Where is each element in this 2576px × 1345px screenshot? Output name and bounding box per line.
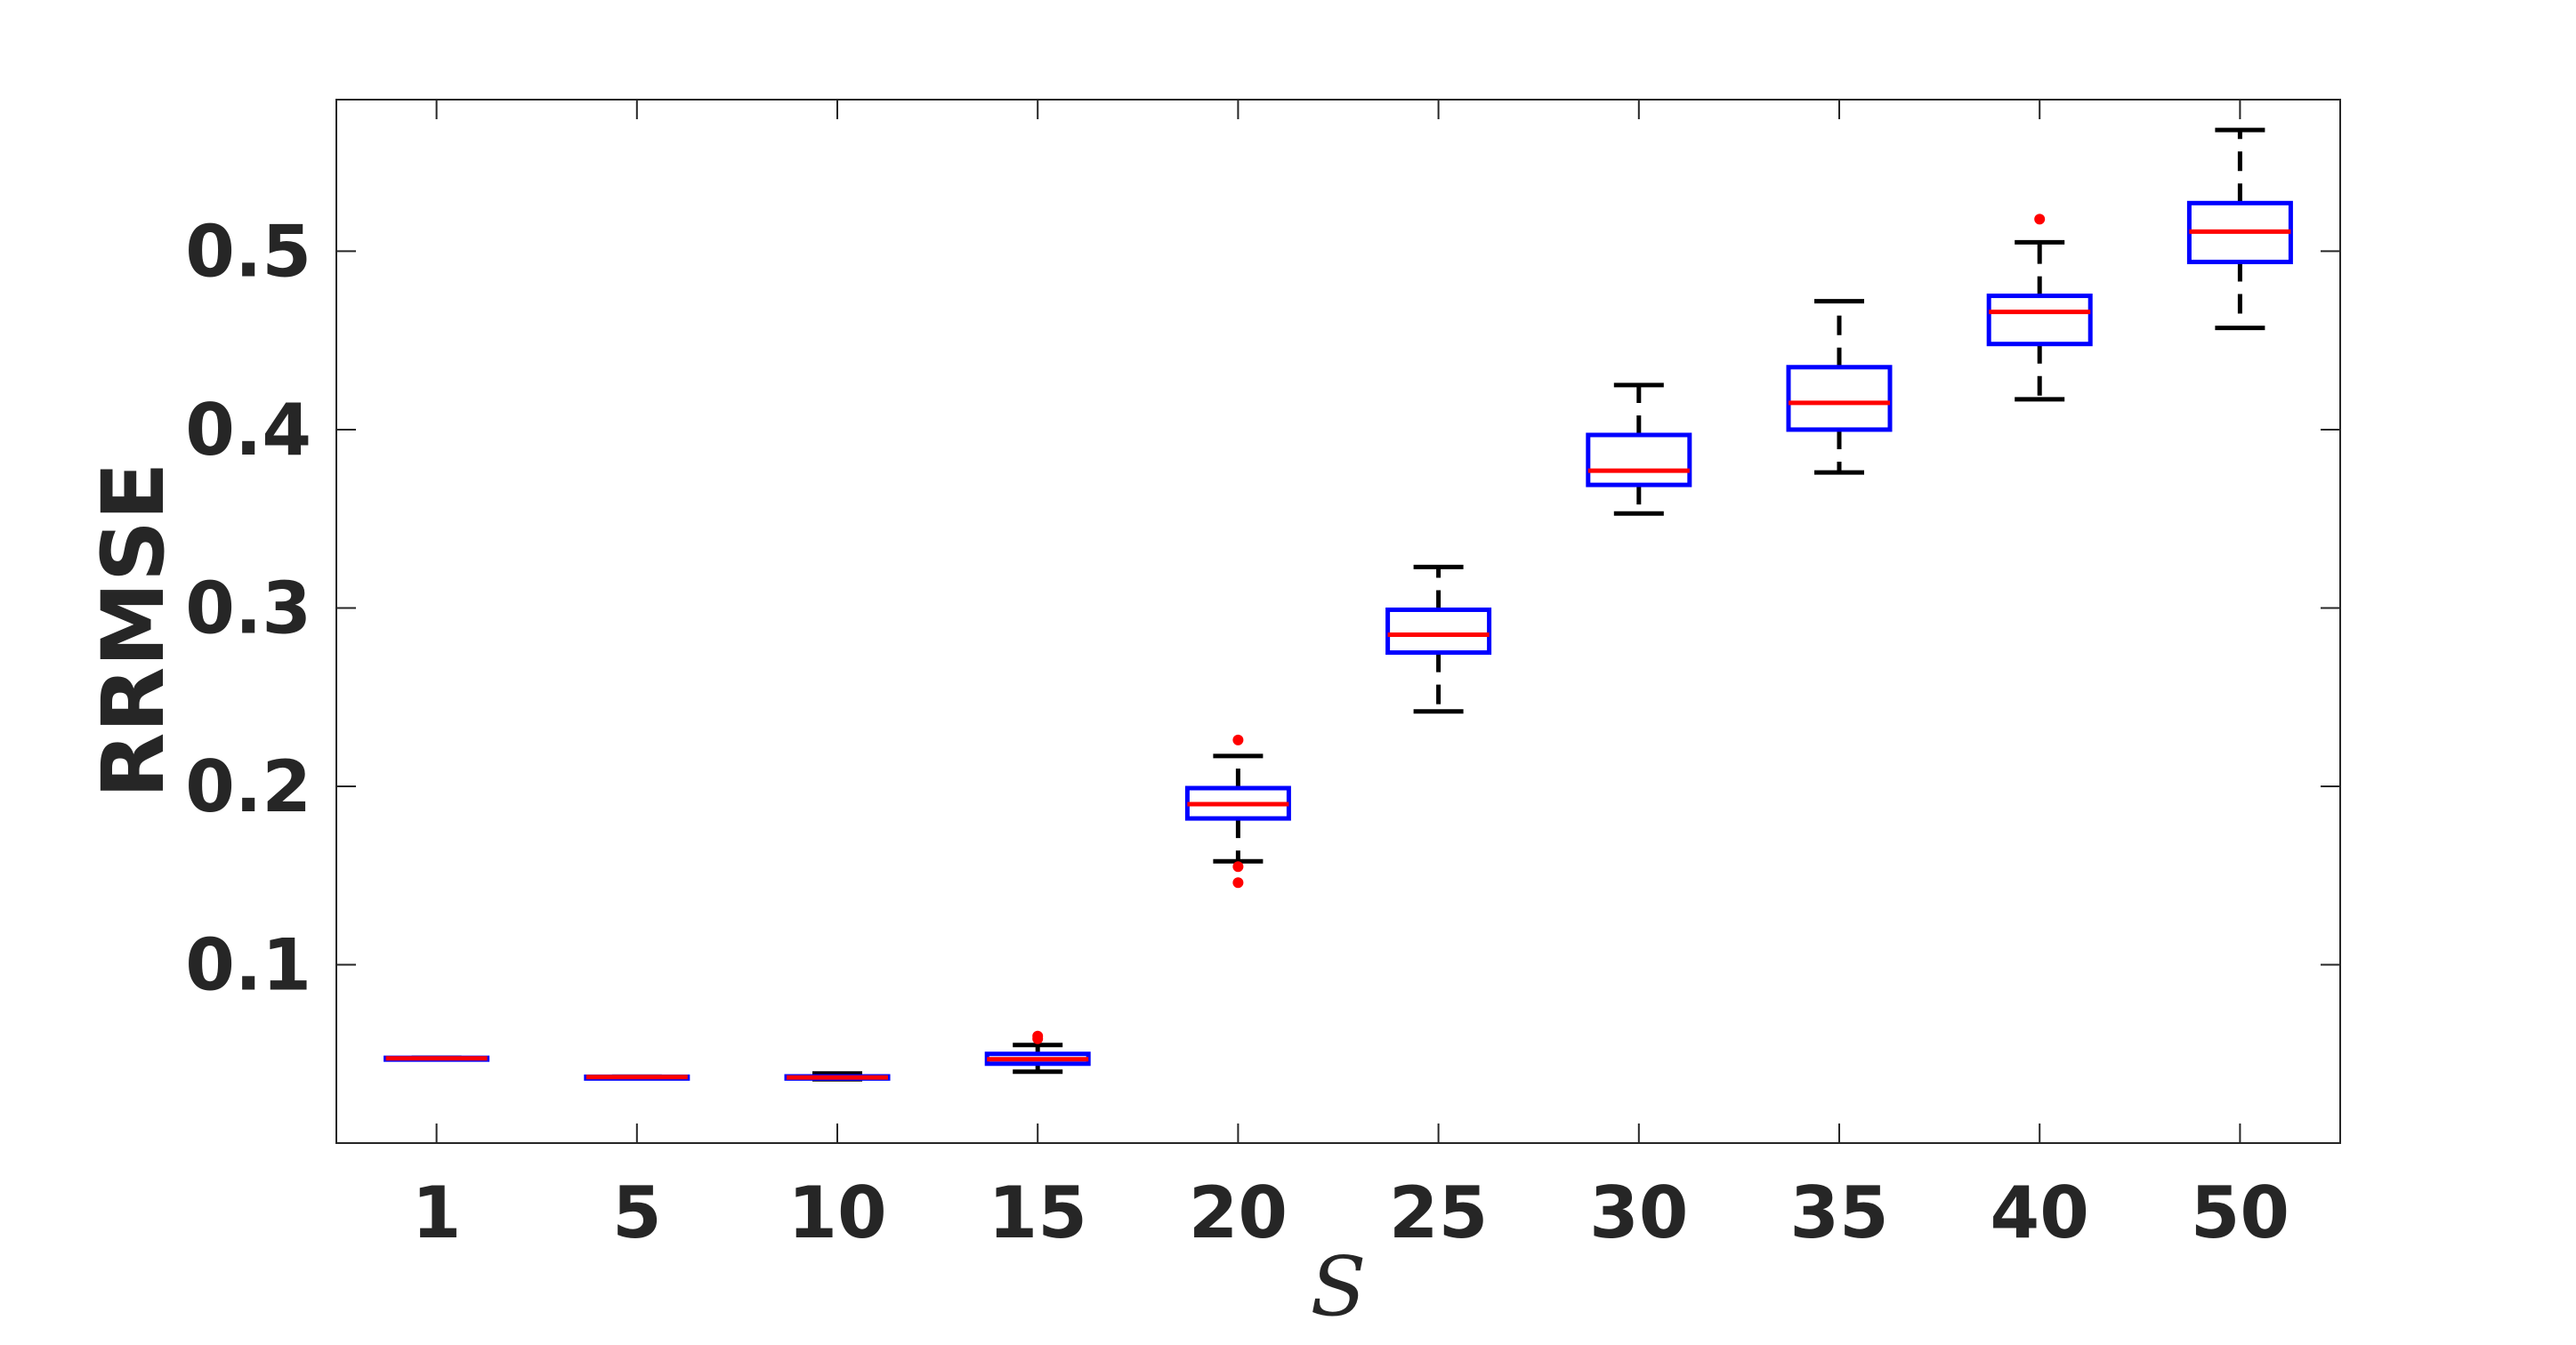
box-iqr [1786,365,1893,432]
box-group-15 [984,1030,1091,1075]
box-group-1 [384,1055,490,1062]
x-tick-label: 1 [412,1172,462,1254]
marks-layer [384,127,2293,1082]
outlier-point [1032,1030,1044,1042]
plot-frame [335,99,2341,1144]
box-group-25 [1385,564,1492,714]
y-tick-label: 0.5 [185,210,311,293]
x-tick-label: 25 [1389,1172,1488,1254]
x-tick-label: 35 [1789,1172,1888,1254]
outlier-point [1232,861,1244,873]
box-iqr [1385,607,1492,656]
ticks-layer: 0.10.20.30.40.51 5 10 15 20 25 30 35 40 50 [185,100,2340,1254]
x-axis-title: S [1310,1239,1366,1334]
box-group-40 [1986,213,2093,402]
box-iqr [1986,294,2093,347]
y-axis-title: RRMSE [84,462,183,798]
x-tick-label: 5 [612,1172,662,1254]
y-tick-label: 0.3 [185,567,311,649]
x-tick-label: 15 [989,1172,1087,1254]
y-tick-label: 0.1 [185,923,311,1006]
box-group-10 [784,1071,891,1082]
x-tick-label: 10 [787,1172,886,1254]
y-tick-label: 0.4 [185,389,311,471]
x-tick-label: 20 [1189,1172,1288,1254]
x-tick-label: 40 [1991,1172,2089,1254]
box-group-30 [1586,383,1692,516]
outlier-point [1232,877,1244,889]
box-group-5 [584,1074,690,1081]
box-group-20 [1184,734,1291,889]
box-iqr [1586,432,1692,487]
box-group-35 [1786,299,1893,475]
x-tick-label: 50 [2191,1172,2289,1254]
outlier-point [1232,734,1244,745]
box-group-50 [2186,127,2293,331]
x-tick-label: 30 [1589,1172,1688,1254]
outlier-point [2034,213,2046,225]
y-tick-label: 0.2 [185,745,311,828]
